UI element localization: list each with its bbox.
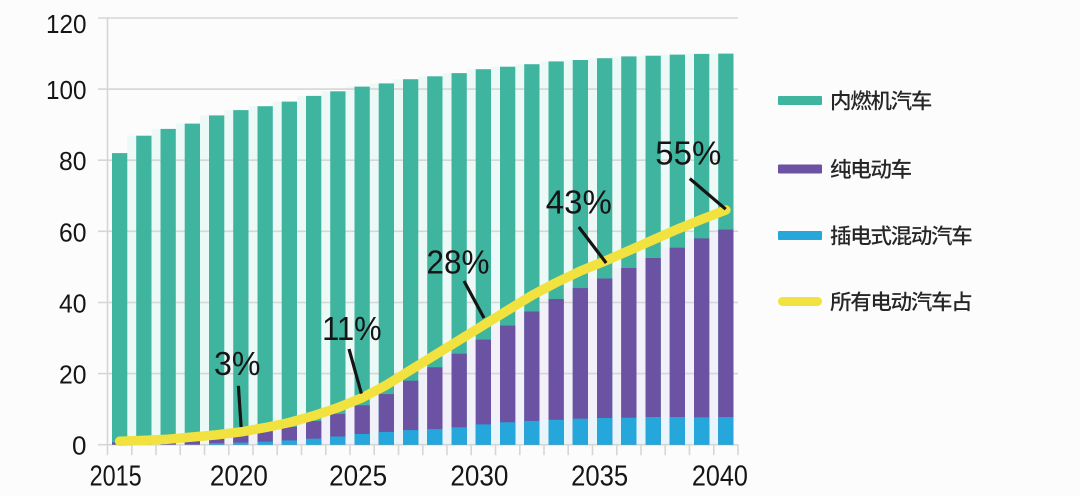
svg-text:2015: 2015 [90,461,142,493]
svg-text:11%: 11% [322,310,382,347]
svg-text:2020: 2020 [210,461,268,493]
svg-text:3%: 3% [214,345,261,382]
svg-text:28%: 28% [427,244,490,281]
svg-text:2040: 2040 [692,461,748,493]
svg-text:43%: 43% [546,183,612,220]
svg-text:55%: 55% [655,135,721,172]
svg-text:2035: 2035 [571,461,628,493]
svg-text:2030: 2030 [450,461,508,493]
svg-text:20: 20 [59,360,87,390]
svg-text:60: 60 [59,217,87,247]
svg-text:80: 80 [59,146,87,176]
svg-text:40: 40 [59,289,87,319]
svg-text:2025: 2025 [329,461,387,493]
svg-text:120: 120 [46,9,87,39]
svg-text:0: 0 [72,431,86,461]
svg-text:100: 100 [46,75,87,105]
